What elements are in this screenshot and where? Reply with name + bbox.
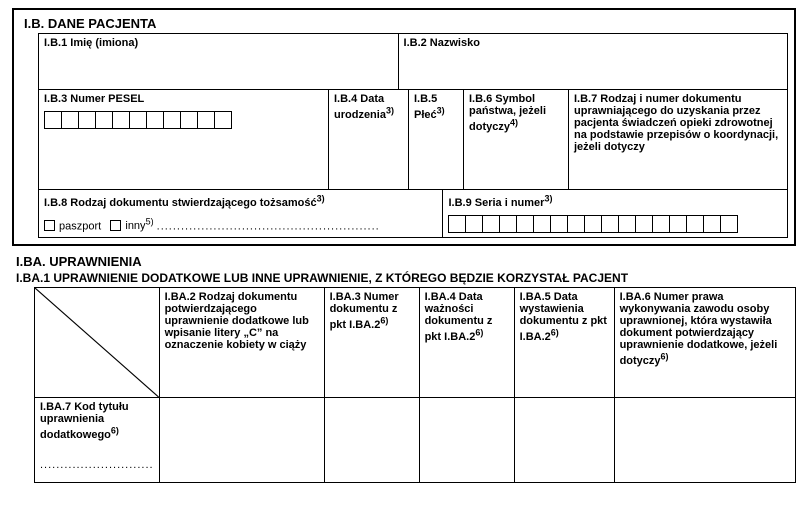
entry-cell[interactable] (163, 111, 181, 129)
entry-cell[interactable] (516, 215, 534, 233)
entry-cell[interactable] (618, 215, 636, 233)
entry-cell[interactable] (112, 111, 130, 129)
cell-ib8: I.B.8 Rodzaj dokumentu stwierdzającego t… (39, 190, 443, 238)
entry-cell[interactable] (550, 215, 568, 233)
other-dots[interactable]: ........................................… (157, 220, 380, 232)
entry-cell[interactable] (669, 215, 687, 233)
label-ib7: I.B.7 Rodzaj i numer dokumentu uprawniaj… (574, 93, 778, 153)
label-ib4: I.B.4 Data urodzenia3) (334, 93, 394, 121)
opt-passport: paszport (59, 220, 101, 232)
entry-cell[interactable] (44, 111, 62, 129)
label-ib9: I.B.9 Seria i numer3) (448, 197, 552, 209)
cell-ib4: I.B.4 Data urodzenia3) (329, 90, 409, 190)
iba-table: I.BA.2 Rodzaj dokumentu potwierdzającego… (34, 287, 796, 483)
cell-iba3-val[interactable] (324, 398, 419, 483)
entry-cell[interactable] (652, 215, 670, 233)
label-iba5: I.BA.5 Data wystawienia dokumentu z pkt … (520, 291, 607, 343)
entry-cell[interactable] (567, 215, 585, 233)
entry-cell[interactable] (601, 215, 619, 233)
ib-bottom-table: I.B.8 Rodzaj dokumentu stwierdzającego t… (38, 189, 788, 238)
cell-iba6-val[interactable] (614, 398, 795, 483)
entry-cell[interactable] (197, 111, 215, 129)
cell-iba4-val[interactable] (419, 398, 514, 483)
label-ib6: I.B.6 Symbol państwa, jeżeli dotyczy4) (469, 93, 546, 133)
cell-ib1: I.B.1 Imię (imiona) (39, 34, 399, 90)
cell-iba6: I.BA.6 Numer prawa wykonywania zawodu os… (614, 288, 795, 398)
section-iba-title: I.BA. UPRAWNIENIA (16, 254, 796, 269)
cell-iba3: I.BA.3 Numer dokumentu z pkt I.BA.26) (324, 288, 419, 398)
cell-ib9: I.B.9 Seria i numer3) (443, 190, 788, 238)
label-ib1: I.B.1 Imię (imiona) (44, 37, 138, 49)
section-ib-title: I.B. DANE PACJENTA (24, 16, 788, 31)
section-iba1-title: I.BA.1 UPRAWNIENIE DODATKOWE LUB INNE UP… (16, 271, 796, 285)
entry-cell[interactable] (465, 215, 483, 233)
label-ib3: I.B.3 Numer PESEL (44, 93, 144, 105)
cell-iba5-val[interactable] (514, 398, 614, 483)
entry-cell[interactable] (61, 111, 79, 129)
entry-cell[interactable] (686, 215, 704, 233)
entry-cell[interactable] (129, 111, 147, 129)
cell-iba2-val[interactable] (159, 398, 324, 483)
opt-other: inny5) (125, 220, 153, 232)
cell-iba7: I.BA.7 Kod tytułu uprawnienia dodatkoweg… (35, 398, 160, 483)
cell-iba2: I.BA.2 Rodzaj dokumentu potwierdzającego… (159, 288, 324, 398)
ib-mid-table: I.B.3 Numer PESEL I.B.4 Data urodzenia3)… (38, 89, 788, 190)
cell-ib7: I.B.7 Rodzaj i numer dokumentu uprawniaj… (569, 90, 788, 190)
cell-iba5: I.BA.5 Data wystawienia dokumentu z pkt … (514, 288, 614, 398)
label-ib5: I.B.5 Płeć3) (414, 93, 445, 121)
entry-cell[interactable] (146, 111, 164, 129)
entry-cell[interactable] (635, 215, 653, 233)
pesel-cells[interactable] (44, 111, 323, 129)
entry-cell[interactable] (482, 215, 500, 233)
label-iba3: I.BA.3 Numer dokumentu z pkt I.BA.26) (330, 291, 399, 331)
entry-cell[interactable] (720, 215, 738, 233)
cell-ib2: I.B.2 Nazwisko (398, 34, 787, 90)
entry-cell[interactable] (499, 215, 517, 233)
label-iba6: I.BA.6 Numer prawa wykonywania zawodu os… (620, 291, 778, 367)
cell-ib3: I.B.3 Numer PESEL (39, 90, 329, 190)
cell-iba4: I.BA.4 Data ważności dokumentu z pkt I.B… (419, 288, 514, 398)
label-iba4: I.BA.4 Data ważności dokumentu z pkt I.B… (425, 291, 493, 343)
checkbox-passport[interactable] (44, 220, 55, 231)
ib-top-table: I.B.1 Imię (imiona) I.B.2 Nazwisko (38, 33, 788, 90)
entry-cell[interactable] (214, 111, 232, 129)
label-ib8: I.B.8 Rodzaj dokumentu stwierdzającego t… (44, 197, 325, 209)
entry-cell[interactable] (584, 215, 602, 233)
entry-cell[interactable] (78, 111, 96, 129)
entry-cell[interactable] (180, 111, 198, 129)
cell-ib6: I.B.6 Symbol państwa, jeżeli dotyczy4) (464, 90, 569, 190)
label-iba7: I.BA.7 Kod tytułu uprawnienia dodatkoweg… (40, 401, 129, 441)
entry-cell[interactable] (95, 111, 113, 129)
entry-cell[interactable] (533, 215, 551, 233)
iba7-dots[interactable]: ............................ (40, 459, 154, 471)
label-ib2: I.B.2 Nazwisko (404, 37, 480, 49)
cell-ib5: I.B.5 Płeć3) (409, 90, 464, 190)
cell-diagonal (35, 288, 160, 398)
entry-cell[interactable] (703, 215, 721, 233)
checkbox-other[interactable] (110, 220, 121, 231)
label-iba2: I.BA.2 Rodzaj dokumentu potwierdzającego… (165, 291, 309, 351)
section-ib-box: I.B. DANE PACJENTA I.B.1 Imię (imiona) I… (12, 8, 796, 246)
entry-cell[interactable] (448, 215, 466, 233)
serial-cells[interactable] (448, 215, 782, 233)
